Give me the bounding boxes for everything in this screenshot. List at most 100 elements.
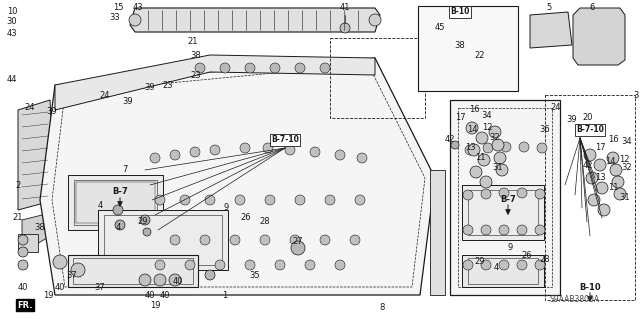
Polygon shape [450, 100, 560, 295]
Polygon shape [40, 58, 435, 295]
Circle shape [463, 190, 473, 200]
Text: 35: 35 [250, 271, 260, 279]
Circle shape [463, 260, 473, 270]
Circle shape [113, 205, 123, 215]
Circle shape [275, 260, 285, 270]
Text: 4: 4 [97, 201, 102, 210]
Circle shape [517, 260, 527, 270]
Circle shape [499, 188, 509, 198]
Circle shape [265, 195, 275, 205]
Circle shape [350, 235, 360, 245]
Circle shape [357, 153, 367, 163]
Text: 6: 6 [589, 4, 595, 12]
Circle shape [220, 63, 230, 73]
Circle shape [607, 152, 619, 164]
Text: 14: 14 [605, 158, 615, 167]
Circle shape [369, 14, 381, 26]
Bar [68, 175, 163, 230]
Text: B-7-10: B-7-10 [576, 125, 604, 135]
Text: 14: 14 [467, 125, 477, 135]
Circle shape [53, 255, 67, 269]
Circle shape [18, 235, 28, 245]
Circle shape [465, 145, 475, 155]
Circle shape [205, 270, 215, 280]
Circle shape [18, 247, 28, 257]
Polygon shape [530, 12, 572, 48]
Circle shape [190, 147, 200, 157]
Text: 23: 23 [191, 70, 202, 79]
Text: 39: 39 [47, 108, 58, 116]
Polygon shape [18, 100, 55, 210]
Circle shape [468, 144, 480, 156]
Circle shape [71, 263, 85, 277]
Text: B-10: B-10 [451, 8, 470, 17]
Text: 32: 32 [621, 164, 632, 173]
Circle shape [18, 260, 28, 270]
Circle shape [270, 63, 280, 73]
Text: 16: 16 [608, 136, 618, 145]
Text: 8: 8 [380, 303, 385, 313]
Text: 19: 19 [150, 300, 160, 309]
Circle shape [335, 260, 345, 270]
Circle shape [180, 195, 190, 205]
Circle shape [519, 142, 529, 152]
Text: 31: 31 [620, 194, 630, 203]
Text: 17: 17 [595, 144, 605, 152]
Text: 2: 2 [15, 181, 20, 189]
Text: 30: 30 [6, 18, 17, 26]
Text: 5: 5 [547, 4, 552, 12]
Text: 19: 19 [43, 291, 53, 300]
Circle shape [463, 225, 473, 235]
Circle shape [499, 260, 509, 270]
Text: 12: 12 [482, 123, 492, 132]
Text: 40: 40 [18, 284, 28, 293]
Text: 40: 40 [55, 284, 65, 293]
Circle shape [535, 260, 545, 270]
Text: 1: 1 [222, 291, 228, 300]
Circle shape [466, 122, 478, 134]
Circle shape [476, 132, 488, 144]
Circle shape [263, 143, 273, 153]
Circle shape [170, 150, 180, 160]
Text: 45: 45 [435, 24, 445, 33]
Circle shape [451, 141, 459, 149]
Text: S9AAB3800A: S9AAB3800A [550, 295, 600, 305]
Text: 36: 36 [540, 125, 550, 135]
Text: 4: 4 [115, 224, 120, 233]
Text: 24: 24 [551, 103, 561, 113]
Text: 34: 34 [621, 137, 632, 146]
Circle shape [305, 260, 315, 270]
Circle shape [150, 153, 160, 163]
Text: 33: 33 [109, 13, 120, 23]
Circle shape [537, 143, 547, 153]
Circle shape [494, 152, 506, 164]
Circle shape [235, 195, 245, 205]
Text: 11: 11 [608, 183, 618, 192]
Bar [76, 182, 155, 223]
Circle shape [310, 147, 320, 157]
Text: 7: 7 [122, 166, 128, 174]
Text: 23: 23 [163, 80, 173, 90]
Circle shape [115, 220, 125, 230]
Text: 27: 27 [292, 238, 303, 247]
Text: 40: 40 [145, 291, 156, 300]
Text: 41: 41 [340, 4, 350, 12]
Bar [330, 38, 425, 118]
Circle shape [295, 195, 305, 205]
Circle shape [517, 188, 527, 198]
Text: 40: 40 [160, 291, 170, 300]
Bar [18, 234, 38, 252]
Circle shape [481, 225, 491, 235]
Circle shape [129, 14, 141, 26]
Circle shape [260, 235, 270, 245]
Text: 39: 39 [566, 115, 577, 124]
Text: 43: 43 [6, 28, 17, 38]
Circle shape [340, 23, 350, 33]
Text: 20: 20 [583, 114, 593, 122]
Text: 42: 42 [583, 160, 593, 169]
Bar [68, 255, 198, 287]
Bar [468, 190, 538, 235]
Circle shape [481, 189, 491, 199]
Text: 37: 37 [95, 284, 106, 293]
Text: 22: 22 [475, 50, 485, 60]
